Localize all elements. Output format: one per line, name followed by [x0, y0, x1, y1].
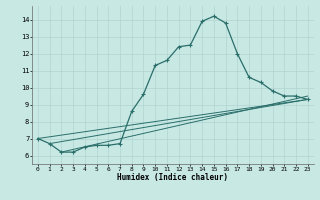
X-axis label: Humidex (Indice chaleur): Humidex (Indice chaleur) [117, 173, 228, 182]
